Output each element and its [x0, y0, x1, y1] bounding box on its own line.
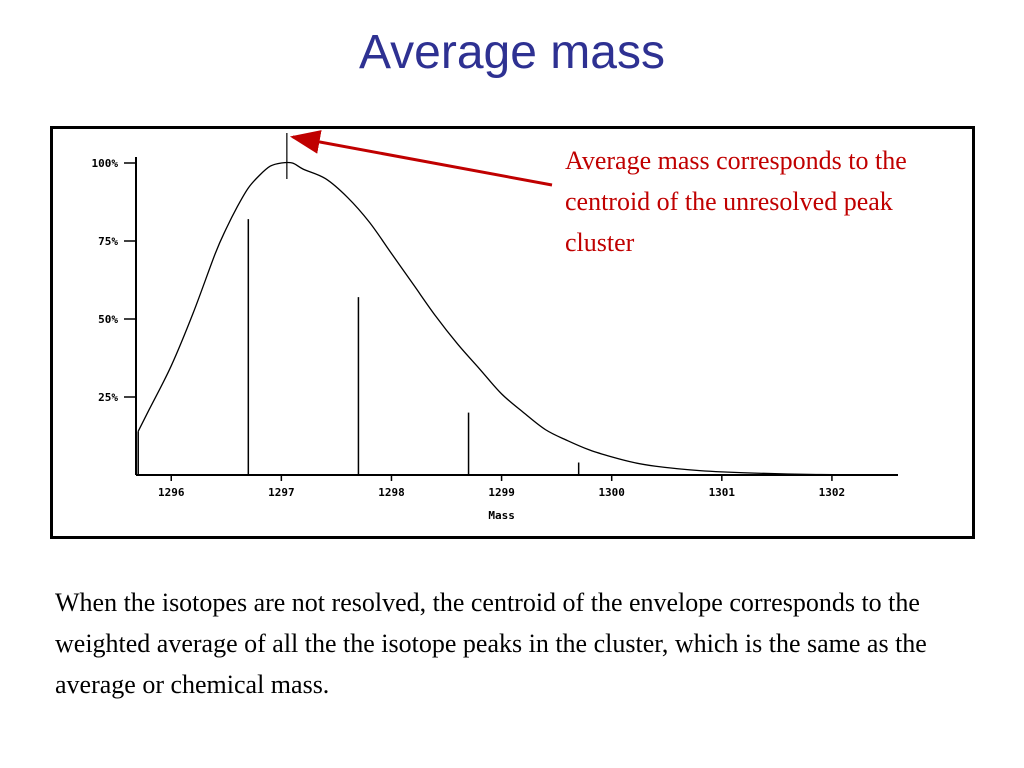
y-tick-label: 50%: [98, 313, 118, 326]
annotation-text: Average mass corresponds to the centroid…: [565, 146, 907, 257]
x-tick-label: 1299: [488, 486, 515, 499]
x-tick-label: 1300: [598, 486, 625, 499]
x-axis-label: Mass: [488, 509, 515, 522]
y-tick-label: 75%: [98, 235, 118, 248]
x-tick-label: 1302: [819, 486, 846, 499]
x-tick-label: 1298: [378, 486, 405, 499]
caption-text: When the isotopes are not resolved, the …: [55, 588, 927, 699]
y-tick-label: 25%: [98, 391, 118, 404]
mass-spectrum-chart: 25% 50% 75% 100% 1296 1297 1298 1299 1300 1301 130…: [92, 133, 898, 522]
x-tick-label: 1296: [158, 486, 185, 499]
x-tick-label: 1301: [709, 486, 736, 499]
chart-frame: 25% 50% 75% 100% 1296 1297 1298 1299 1300 1301 130…: [50, 126, 975, 539]
x-tick-label: 1297: [268, 486, 295, 499]
y-tick-label: 100%: [92, 157, 119, 170]
envelope-curve: [137, 161, 865, 476]
chart-layer: 25% 50% 75% 100% 1296 1297 1298 1299 1300 1301 130…: [92, 133, 898, 522]
slide-title: Average mass: [359, 26, 665, 79]
